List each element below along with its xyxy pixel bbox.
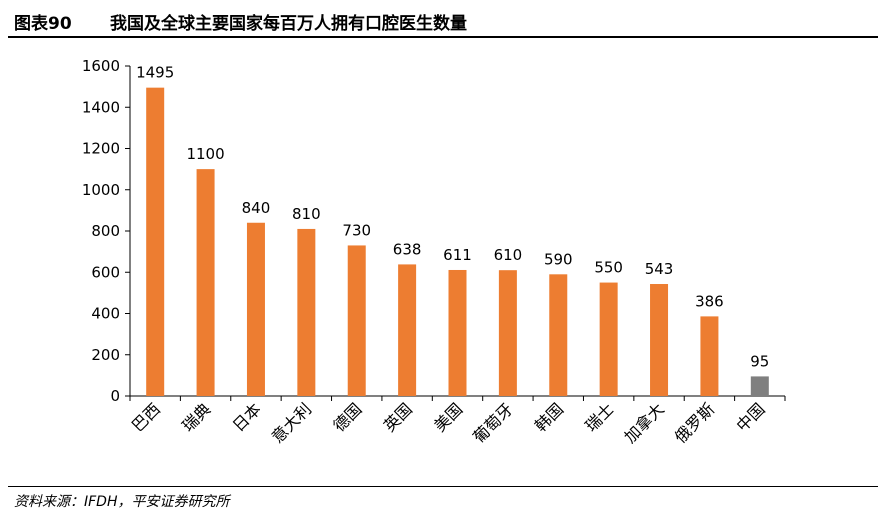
x-tick-label: 俄罗斯 [671,399,718,446]
bar [750,376,769,396]
data-label: 840 [242,199,271,217]
y-tick-label: 400 [91,305,120,323]
bar [448,269,467,396]
data-label: 590 [544,250,573,268]
x-tick-label: 葡萄牙 [469,399,516,446]
bar [700,316,719,396]
data-label: 1100 [186,145,224,163]
data-label: 550 [594,259,623,277]
data-label: 95 [750,352,769,370]
x-tick-label: 英国 [380,399,416,435]
y-tick-label: 1400 [82,98,120,116]
y-tick-label: 1000 [82,181,120,199]
bar [498,270,517,396]
bar [650,284,669,396]
x-tick-label: 韩国 [531,399,567,435]
figure-number: 图表90 [14,14,72,34]
figure-title: 我国及全球主要国家每百万人拥有口腔医生数量 [110,14,467,34]
figure-title-bar: 图表90 我国及全球主要国家每百万人拥有口腔医生数量 [8,6,878,38]
source-note: 资料来源：IFDH，平安证券研究所 [14,494,230,510]
bar [196,169,215,396]
x-tick-label: 瑞典 [178,399,214,435]
data-label: 386 [695,292,724,310]
x-tick-label: 美国 [430,399,466,435]
bar [549,274,568,396]
x-tick-label: 巴西 [128,399,164,435]
bar [246,222,265,396]
y-tick-label: 200 [91,346,120,364]
x-tick-label: 中国 [733,399,769,435]
source-bar: 资料来源：IFDH，平安证券研究所 [8,486,878,513]
data-label: 638 [393,240,422,258]
x-tick-label: 加拿大 [620,399,667,446]
data-label: 810 [292,205,321,223]
bar [146,87,165,396]
data-label: 543 [645,260,674,278]
data-label: 611 [443,246,472,264]
y-tick-label: 1600 [82,57,120,75]
y-tick-label: 1200 [82,140,120,158]
y-tick-label: 800 [91,222,120,240]
x-tick-label: 瑞士 [581,399,617,435]
bar [297,228,316,396]
data-label: 730 [342,221,371,239]
x-tick-label: 日本 [229,399,265,435]
x-tick-label: 德国 [329,399,365,435]
x-tick-label: 意大利 [268,399,315,446]
bar-chart: 0 200 400 600 800 1000 1200 1400 1600 1495 巴西 1100 瑞… [82,57,786,447]
y-tick-label: 600 [91,263,120,281]
bar [599,282,618,396]
bar [347,245,366,396]
data-label: 610 [494,246,523,264]
data-label: 1495 [136,64,174,82]
y-tick-label: 0 [110,387,120,405]
bar [398,264,417,396]
